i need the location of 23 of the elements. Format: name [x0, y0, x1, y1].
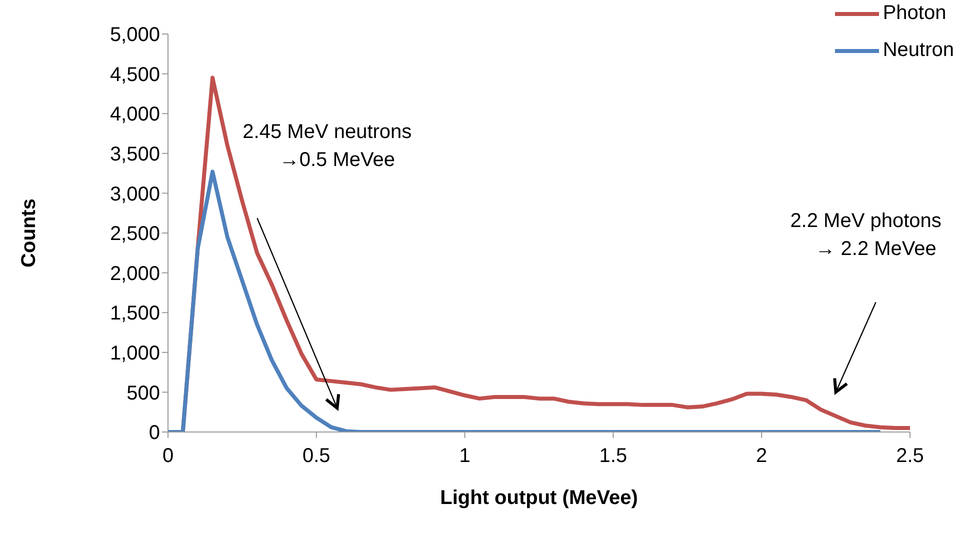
- x-tick-label: 2: [756, 445, 768, 468]
- y-tick-label: 500: [126, 382, 160, 404]
- y-tick-label: 1,500: [110, 302, 160, 325]
- y-tick-label: 3,000: [110, 183, 160, 206]
- y-tick-label: 5,000: [110, 24, 160, 46]
- y-tick-label: 4,000: [110, 104, 160, 126]
- legend-label: Neutron: [882, 39, 954, 62]
- annotation: 2.45 MeV neutrons →0.5 MeVee: [242, 121, 412, 172]
- y-tick-label: 4,500: [110, 64, 160, 86]
- y-tick-label: 2,000: [110, 262, 160, 285]
- x-tick-label: 0.5: [302, 445, 330, 468]
- x-tick-label: 0: [162, 445, 174, 468]
- x-tick-label: 1: [459, 445, 470, 468]
- x-tick-label: 2.5: [896, 445, 924, 468]
- y-axis-title: Counts: [18, 198, 40, 268]
- y-tick-label: 0: [148, 422, 160, 444]
- y-tick-label: 3,500: [110, 144, 160, 166]
- x-axis-title: Light output (MeVee): [440, 487, 638, 509]
- legend-label: Photon: [882, 2, 946, 25]
- y-tick-label: 1,000: [110, 342, 160, 364]
- x-tick-label: 1.5: [599, 445, 628, 468]
- annotation: 2.2 MeV photons → 2.2 MeVee: [790, 210, 942, 260]
- y-tick-label: 2,500: [110, 223, 160, 246]
